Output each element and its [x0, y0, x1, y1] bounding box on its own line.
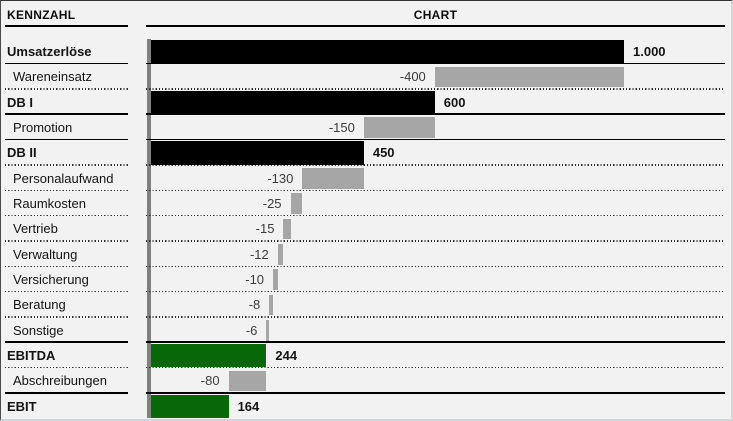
row-separator-right: [146, 62, 725, 65]
row-separator-left: [5, 113, 128, 115]
row-label: Sonstige: [13, 322, 64, 338]
row-label: DB I: [7, 94, 33, 110]
table-header: KENNZAHL CHART: [1, 1, 731, 39]
bar-value-label: -25: [262, 196, 282, 211]
value-axis-line: [147, 39, 151, 418]
bar-value-label: -8: [248, 297, 261, 313]
bar-value-label: 244: [275, 348, 298, 363]
row-label: EBIT: [7, 398, 37, 414]
row-separator-right: [146, 164, 725, 166]
waterfall-bar: [277, 243, 284, 265]
bar-value-label: -12: [249, 246, 269, 262]
chart-row: Beratung -8: [1, 292, 731, 318]
chart-row: Verwaltung -12: [1, 242, 731, 267]
waterfall-bar: [363, 117, 435, 139]
chart-row: Versicherung -10: [1, 267, 731, 293]
chart-row: EBITDA 244: [1, 343, 731, 369]
chart-row: DB I 600: [1, 90, 731, 115]
row-separator-right: [146, 290, 725, 293]
row-separator-left: [5, 214, 128, 217]
row-separator-right: [146, 366, 725, 369]
waterfall-bar: [266, 319, 270, 341]
row-separator-right: [146, 265, 725, 267]
bar-value-label: 600: [443, 94, 466, 110]
waterfall-bar: [151, 90, 435, 114]
row-label: EBITDA: [7, 348, 56, 363]
row-separator-right: [146, 316, 725, 318]
row-separator-left: [5, 164, 128, 166]
waterfall-bar: [283, 218, 291, 240]
chart-row: Abschreibungen -80: [1, 368, 731, 394]
bar-value-label: 1.000: [633, 44, 666, 59]
row-separator-left: [5, 341, 128, 343]
row-separator-right: [146, 88, 725, 90]
row-separator-left: [5, 138, 128, 141]
row-separator-left: [5, 392, 128, 394]
waterfall-bar: [151, 141, 364, 165]
row-separator-right: [146, 189, 725, 191]
row-label: Vertrieb: [13, 221, 58, 237]
bar-value-label: -15: [255, 221, 275, 237]
row-separator-left: [5, 240, 128, 242]
waterfall-bar: [273, 269, 278, 291]
row-separator-left: [5, 62, 128, 65]
row-separator-right: [146, 392, 725, 394]
waterfall-bar: [151, 40, 624, 64]
kennzahl-column-title: KENNZAHL: [7, 8, 76, 22]
row-label: Beratung: [13, 297, 66, 313]
bar-value-label: -80: [200, 373, 220, 389]
waterfall-bar: [302, 167, 364, 189]
row-label: Abschreibungen: [13, 373, 107, 389]
bar-value-label: -130: [267, 170, 294, 186]
row-label: Verwaltung: [13, 246, 78, 262]
bar-value-label: 164: [237, 398, 260, 414]
row-separator-left: [5, 265, 128, 267]
row-separator-left: [5, 366, 128, 369]
row-separator-left: [5, 290, 128, 293]
waterfall-bar: [290, 193, 303, 215]
row-separator-right: [146, 214, 725, 217]
row-label: Raumkosten: [13, 196, 86, 211]
kennzahl-header-underline: [5, 25, 128, 27]
row-label: Wareneinsatz: [13, 69, 92, 85]
row-separator-left: [5, 189, 128, 191]
bar-value-label: -10: [245, 272, 265, 287]
row-label: DB II: [7, 145, 37, 161]
waterfall-bar: [151, 344, 267, 368]
chart-header-underline: [146, 25, 725, 27]
waterfall-bar: [151, 394, 229, 418]
waterfall-bar: [269, 294, 274, 316]
bar-value-label: 450: [372, 145, 395, 161]
row-separator-right: [146, 240, 725, 242]
row-label: Umsatzerlöse: [7, 44, 92, 59]
row-separator-left: [5, 316, 128, 318]
chart-row: Personalaufwand -130: [1, 166, 731, 191]
chart-row: Raumkosten -25: [1, 191, 731, 217]
row-separator-right: [146, 113, 725, 115]
bar-value-label: -150: [328, 120, 355, 135]
chart-row: DB II 450: [1, 140, 731, 166]
waterfall-bar: [228, 370, 267, 392]
row-separator-right: [146, 341, 725, 343]
waterfall-bar: [434, 66, 624, 88]
chart-row: Promotion -150: [1, 115, 731, 141]
row-label: Personalaufwand: [13, 170, 114, 186]
bar-value-label: -6: [245, 322, 258, 338]
chart-row: Vertrieb -15: [1, 216, 731, 242]
bar-value-label: -400: [399, 69, 426, 85]
chart-column-title: CHART: [413, 8, 458, 22]
chart-row: Sonstige -6: [1, 318, 731, 343]
chart-row: Umsatzerlöse 1.000: [1, 39, 731, 65]
chart-rows-area: Umsatzerlöse 1.000 Wareneinsatz -400 DB …: [1, 39, 731, 419]
row-separator-right: [146, 138, 725, 141]
row-label: Promotion: [13, 120, 73, 135]
row-label: Versicherung: [13, 272, 89, 287]
row-separator-left: [5, 88, 128, 90]
chart-row: EBIT 164: [1, 394, 731, 419]
chart-row: Wareneinsatz -400: [1, 64, 731, 90]
